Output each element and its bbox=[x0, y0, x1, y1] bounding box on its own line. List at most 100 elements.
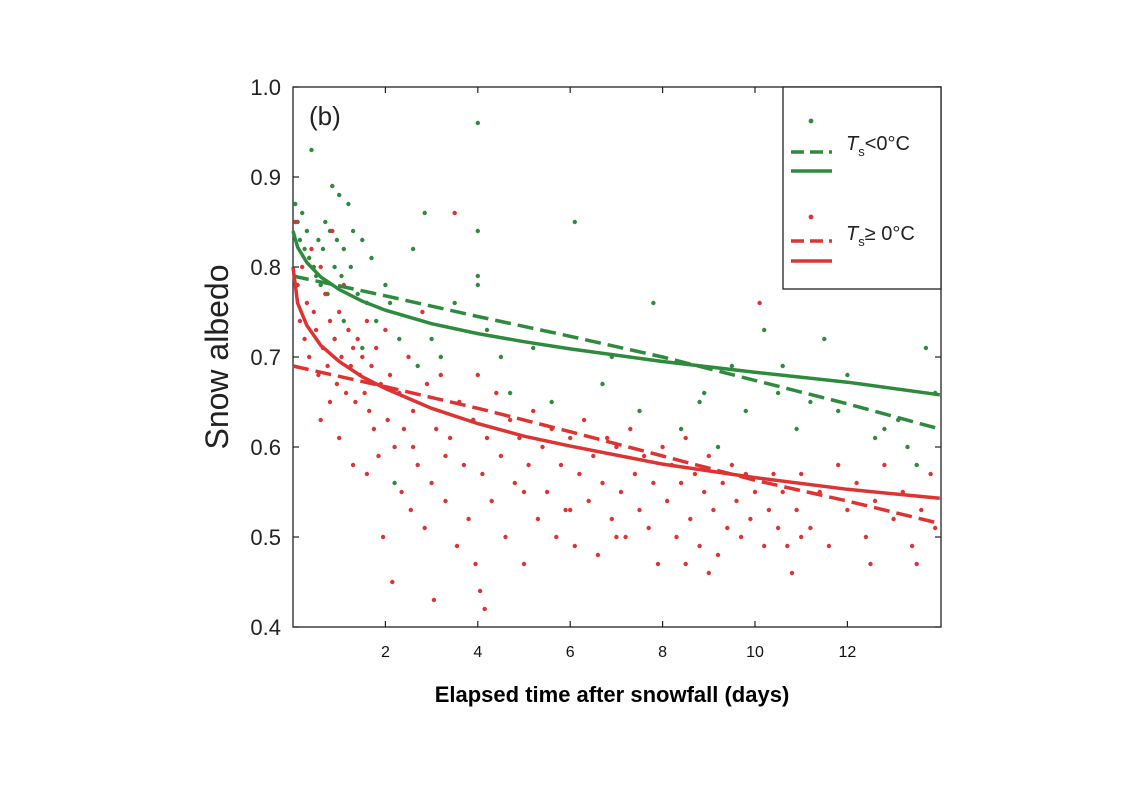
cold-data-point bbox=[300, 210, 305, 216]
cold-data-point bbox=[346, 201, 351, 207]
warm-data-point bbox=[521, 561, 527, 567]
warm-data-point bbox=[498, 453, 504, 459]
legend: Ts<0°C Ts≥ 0°C bbox=[782, 86, 942, 290]
cold-data-point bbox=[678, 426, 684, 432]
warm-data-point bbox=[586, 498, 591, 504]
cold-data-point bbox=[360, 345, 365, 351]
warm-data-point bbox=[339, 354, 344, 360]
warm-data-point bbox=[454, 543, 460, 549]
y-axis-label: Snow albedo bbox=[199, 264, 235, 449]
warm-data-point bbox=[507, 417, 513, 423]
warm-data-point bbox=[771, 471, 776, 477]
warm-data-point bbox=[614, 534, 619, 540]
warm-data-point bbox=[503, 534, 508, 540]
warm-data-point bbox=[327, 318, 333, 324]
legend-cold-label: Ts<0°C bbox=[846, 133, 910, 159]
warm-data-point bbox=[632, 471, 638, 477]
cold-data-point bbox=[637, 408, 642, 414]
warm-data-point bbox=[390, 579, 395, 585]
cold-data-point bbox=[794, 426, 799, 432]
cold-data-point bbox=[572, 219, 577, 225]
cold-data-point bbox=[702, 390, 707, 396]
warm-data-point bbox=[431, 597, 437, 603]
cold-data-point bbox=[339, 273, 344, 279]
warm-dashed-fit-line bbox=[292, 364, 941, 526]
y-tick-label: 0.7 bbox=[250, 345, 281, 370]
warm-data-point bbox=[316, 372, 321, 378]
warm-data-point bbox=[702, 489, 707, 495]
cold-data-point bbox=[383, 282, 388, 288]
legend-warm-point-marker bbox=[808, 214, 814, 220]
warm-data-point bbox=[332, 336, 337, 342]
warm-data-point bbox=[646, 525, 651, 531]
warm-data-point bbox=[334, 381, 340, 387]
warm-data-point bbox=[729, 462, 735, 468]
warm-data-point bbox=[420, 309, 425, 315]
cold-data-point bbox=[415, 363, 420, 369]
cold-data-point bbox=[808, 399, 813, 405]
warm-data-point bbox=[568, 507, 573, 513]
warm-data-point bbox=[789, 570, 795, 576]
warm-data-point bbox=[572, 543, 577, 549]
warm-data-point bbox=[466, 516, 471, 522]
cold-data-point bbox=[341, 246, 346, 252]
scatter-points bbox=[293, 111, 938, 612]
cold-data-point bbox=[762, 327, 767, 333]
x-axis-label: Elapsed time after snowfall (days) bbox=[435, 682, 790, 707]
cold-data-point bbox=[729, 363, 735, 369]
warm-data-point bbox=[309, 246, 314, 252]
cold-data-point bbox=[651, 300, 656, 306]
warm-data-point bbox=[376, 453, 381, 459]
cold-data-point bbox=[780, 363, 785, 369]
cold-data-point bbox=[475, 228, 480, 234]
cold-data-point bbox=[475, 282, 480, 288]
cold-data-point bbox=[323, 219, 328, 225]
warm-data-point bbox=[355, 336, 360, 342]
warm-data-point bbox=[637, 507, 642, 513]
cold-data-point bbox=[438, 354, 443, 360]
cold-data-point bbox=[743, 408, 748, 414]
warm-data-point bbox=[302, 336, 307, 342]
warm-data-point bbox=[655, 561, 661, 567]
warm-data-point bbox=[762, 543, 767, 549]
cold-data-point bbox=[905, 444, 910, 450]
warm-data-point bbox=[512, 480, 517, 486]
y-tick-label: 0.8 bbox=[250, 255, 281, 280]
warm-data-point bbox=[734, 498, 739, 504]
warm-data-point bbox=[325, 363, 330, 369]
warm-data-point bbox=[304, 300, 310, 306]
cold-data-point bbox=[350, 228, 356, 234]
warm-data-point bbox=[872, 498, 878, 504]
warm-data-point bbox=[563, 507, 568, 513]
warm-data-point bbox=[891, 516, 896, 522]
cold-data-point bbox=[316, 237, 321, 243]
cold-data-point bbox=[410, 246, 416, 252]
cold-data-point bbox=[498, 354, 504, 360]
warm-data-point bbox=[406, 354, 411, 360]
warm-data-point bbox=[715, 552, 721, 558]
warm-data-point bbox=[307, 354, 312, 360]
warm-data-point bbox=[380, 534, 386, 540]
warm-data-point bbox=[577, 471, 582, 477]
warm-data-point bbox=[808, 525, 813, 531]
warm-data-point bbox=[752, 489, 758, 495]
warm-data-point bbox=[757, 300, 762, 306]
warm-solid-fit-line bbox=[291, 266, 940, 501]
cold-data-point bbox=[293, 201, 298, 207]
warm-data-point bbox=[854, 480, 859, 486]
warm-data-point bbox=[794, 507, 799, 513]
warm-data-point bbox=[415, 462, 420, 468]
cold-data-point bbox=[475, 273, 480, 279]
cold-data-point bbox=[302, 246, 307, 252]
warm-data-point bbox=[475, 372, 480, 378]
warm-data-point bbox=[845, 507, 850, 513]
cold-data-point bbox=[775, 390, 781, 396]
warm-data-point bbox=[711, 507, 716, 513]
warm-data-point bbox=[424, 381, 430, 387]
warm-data-point bbox=[521, 489, 527, 495]
warm-data-point bbox=[836, 462, 841, 468]
cold-data-point bbox=[872, 435, 878, 441]
warm-data-point bbox=[330, 228, 335, 234]
warm-data-point bbox=[385, 417, 390, 423]
warm-data-point bbox=[367, 408, 372, 414]
